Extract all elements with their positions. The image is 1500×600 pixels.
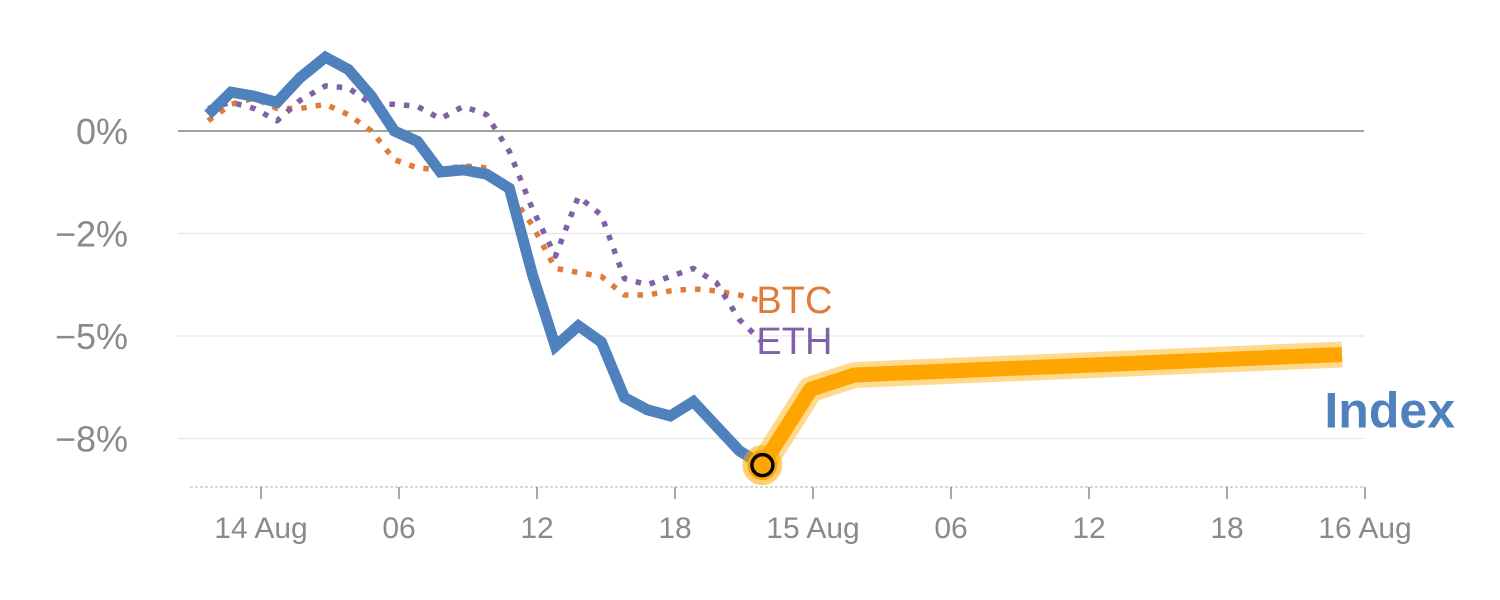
series-label-index: Index [1324, 382, 1455, 438]
x-tick-label: 18 [658, 512, 691, 545]
series-line-eth [208, 86, 762, 342]
y-axis-tick-labels: 0% −2% −5% −8% [55, 111, 128, 460]
x-tick-label: 14 Aug [214, 512, 307, 545]
y-tick-label: −5% [55, 316, 128, 357]
series-label-eth: ETH [756, 321, 832, 363]
series-line-index [208, 57, 762, 465]
x-tick-label: 15 Aug [766, 512, 859, 545]
y-tick-label: 0% [76, 111, 128, 152]
current-value-marker [742, 445, 782, 485]
series-label-btc: BTC [756, 280, 832, 322]
x-tick-label: 16 Aug [1318, 512, 1411, 545]
marker-dot [752, 455, 773, 476]
x-tick-label: 06 [934, 512, 967, 545]
x-tick-label: 06 [382, 512, 415, 545]
x-tick-label: 12 [520, 512, 553, 545]
y-tick-label: −8% [55, 419, 128, 460]
series-lines [208, 57, 1342, 465]
x-tick-label: 12 [1072, 512, 1105, 545]
x-axis-tick-labels: 14 Aug 06 12 18 15 Aug 06 12 18 16 Aug [214, 512, 1411, 545]
y-tick-label: −2% [55, 214, 128, 255]
x-axis [190, 487, 1365, 499]
x-tick-label: 18 [1210, 512, 1243, 545]
